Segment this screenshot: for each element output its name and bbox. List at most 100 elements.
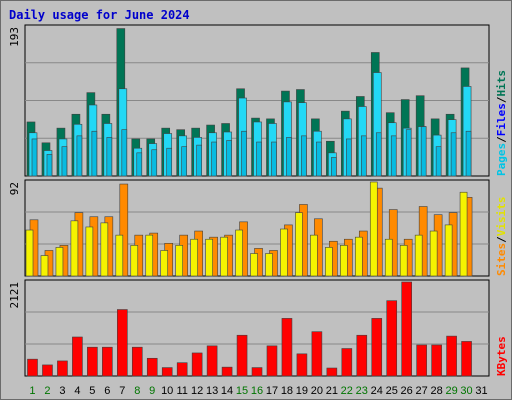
- visits-bar-visits-day-20: [310, 234, 318, 277]
- kbytes-legend: KBytes: [495, 336, 508, 376]
- day-axis-labels: 1 2 3 4 5 6 7 8 9 10 11 12 13 14 15 16 17 18 19 20 21 22 23 24 2…: [29, 385, 487, 397]
- hits-bar-pages-day-8: [136, 152, 143, 177]
- visits-bar-sites-day-7: [119, 183, 129, 277]
- hits-legend: Pages/Files/Hits: [495, 70, 508, 176]
- hits-bar-pages-day-19: [301, 135, 307, 177]
- kbytes-bar-kbytes-day-17: [266, 345, 278, 377]
- visits-bar-visits-day-1: [25, 229, 34, 277]
- visits-bar-visits-day-27: [414, 234, 423, 277]
- day-label-5: 5: [89, 385, 95, 397]
- kbytes-scale-label: 2121: [8, 282, 21, 309]
- hits-bar-pages-day-10: [166, 147, 173, 177]
- visits-scale-label: 92: [8, 182, 21, 195]
- hits-bar-pages-day-16: [256, 141, 262, 177]
- hits-bar-pages-day-20: [316, 141, 322, 177]
- day-label-29: 29: [445, 385, 457, 397]
- visits-bar-visits-day-3: [55, 247, 64, 277]
- kbytes-bar-kbytes-day-10: [161, 367, 173, 377]
- hits-bar-pages-day-26: [405, 129, 412, 177]
- hits-bar-pages-day-21: [331, 157, 337, 177]
- kbytes-bar-kbytes-day-16: [251, 367, 263, 377]
- hits-bar-pages-day-30: [465, 130, 472, 177]
- legend-entry: Hits: [495, 70, 508, 97]
- day-label-9: 9: [149, 385, 155, 397]
- legend-entry: /: [495, 96, 508, 103]
- kbytes-bar-kbytes-day-22: [341, 348, 353, 377]
- kbytes-bar-kbytes-day-12: [191, 352, 203, 377]
- day-label-27: 27: [416, 385, 428, 397]
- day-label-20: 20: [311, 385, 323, 397]
- kbytes-bar-kbytes-day-5: [87, 346, 98, 377]
- visits-bar-visits-day-8: [130, 245, 139, 277]
- visits-legend: Sites/Visits: [495, 197, 508, 277]
- hits-bar-pages-day-9: [151, 149, 158, 177]
- visits-bar-visits-day-22: [340, 245, 348, 277]
- kbytes-bar-kbytes-day-27: [416, 344, 427, 377]
- day-label-21: 21: [326, 385, 338, 397]
- kbytes-bar-kbytes-day-9: [146, 357, 158, 377]
- hits-bar-pages-day-3: [61, 146, 68, 177]
- kbytes-bar-kbytes-day-15: [236, 334, 248, 377]
- legend-entry: KBytes: [495, 336, 508, 376]
- legend-entry: /: [495, 236, 508, 243]
- day-label-12: 12: [191, 385, 203, 397]
- visits-bar-visits-day-29: [444, 224, 453, 277]
- day-label-1: 1: [29, 385, 35, 397]
- visits-bar-visits-day-11: [175, 245, 183, 277]
- day-label-28: 28: [430, 385, 442, 397]
- visits-bar-visits-day-4: [70, 220, 79, 277]
- kbytes-bar-kbytes-day-1: [27, 358, 38, 377]
- visits-panel: 92 Sites/Visits: [8, 179, 508, 277]
- day-label-14: 14: [221, 385, 233, 397]
- kbytes-panel: 2121 KBytes: [8, 279, 508, 377]
- day-label-18: 18: [281, 385, 293, 397]
- legend-entry: Pages: [495, 143, 508, 176]
- visits-bar-visits-day-17: [265, 253, 273, 277]
- kbytes-bar-kbytes-day-8: [131, 346, 143, 377]
- kbytes-bar-kbytes-day-29: [446, 335, 457, 377]
- day-label-19: 19: [296, 385, 308, 397]
- kbytes-bar-kbytes-day-20: [311, 331, 323, 377]
- hits-bar-pages-day-13: [211, 141, 217, 177]
- hits-bar-pages-day-6: [106, 137, 113, 177]
- kbytes-bar-kbytes-day-24: [371, 318, 383, 377]
- visits-bar-visits-day-14: [220, 236, 228, 277]
- day-label-17: 17: [266, 385, 278, 397]
- legend-entry: Visits: [495, 197, 508, 237]
- visits-bar-visits-day-24: [369, 181, 378, 277]
- kbytes-bar-kbytes-day-11: [176, 362, 188, 377]
- visits-bar-visits-day-2: [40, 255, 49, 277]
- day-label-13: 13: [206, 385, 218, 397]
- visits-bar-visits-day-23: [354, 236, 363, 277]
- kbytes-bar-kbytes-day-2: [42, 364, 53, 377]
- day-label-10: 10: [161, 385, 173, 397]
- chart-title: Daily usage for June 2024: [9, 8, 190, 22]
- kbytes-bar-kbytes-day-13: [206, 345, 218, 377]
- day-label-16: 16: [251, 385, 263, 397]
- legend-entry: /: [495, 136, 508, 143]
- kbytes-bar-kbytes-day-14: [221, 366, 233, 377]
- day-label-7: 7: [119, 385, 125, 397]
- hits-bar-pages-day-22: [346, 138, 352, 177]
- hits-bar-pages-day-17: [271, 141, 277, 177]
- day-label-8: 8: [134, 385, 140, 397]
- visits-bar-visits-day-28: [429, 230, 438, 277]
- hits-bar-pages-day-29: [450, 132, 457, 177]
- kbytes-bar-kbytes-day-28: [431, 344, 442, 377]
- visits-bar-visits-day-13: [205, 238, 213, 277]
- day-label-31: 31: [475, 385, 487, 397]
- hits-bar-pages-day-14: [226, 140, 232, 177]
- visits-bar-visits-day-16: [250, 253, 258, 277]
- hits-bar-pages-day-4: [76, 135, 83, 177]
- hits-bar-pages-day-12: [196, 144, 202, 177]
- visits-bar-visits-day-15: [235, 229, 243, 277]
- visits-bar-visits-day-7: [115, 234, 124, 277]
- day-label-25: 25: [386, 385, 398, 397]
- day-label-15: 15: [236, 385, 248, 397]
- hits-scale-label: 193: [8, 27, 21, 47]
- visits-bar-visits-day-5: [85, 226, 94, 277]
- day-label-26: 26: [401, 385, 413, 397]
- hits-bar-pages-day-7: [121, 129, 128, 177]
- visits-bar-visits-day-12: [190, 238, 198, 277]
- day-label-2: 2: [44, 385, 50, 397]
